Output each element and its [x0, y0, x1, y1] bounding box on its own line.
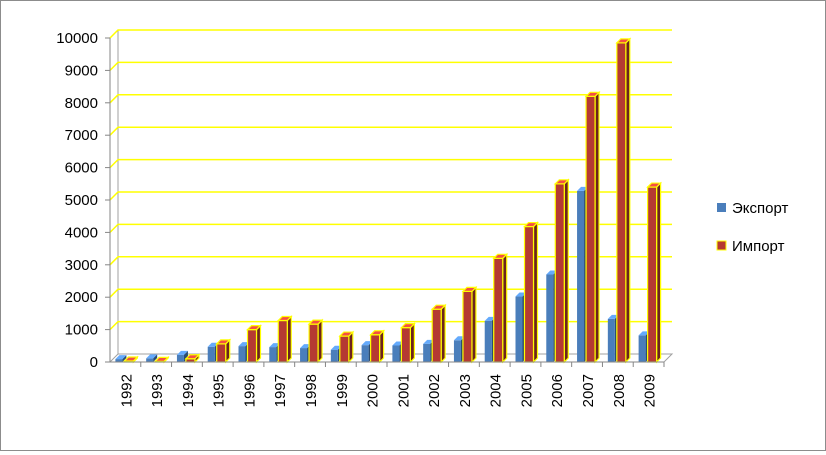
bar-import [246, 324, 262, 364]
x-tick-label: 1992 [118, 374, 135, 407]
gridline [109, 288, 672, 298]
y-tick-label: 10000 [56, 30, 98, 47]
y-tick-label: 3000 [65, 257, 98, 274]
y-tick-label: 5000 [65, 192, 98, 209]
gridline [109, 158, 672, 169]
legend-item: Экспорт [717, 200, 788, 217]
bar-import [492, 252, 509, 364]
bar-import [646, 181, 663, 364]
y-tick-label: 0 [90, 354, 98, 371]
legend-label: Экспорт [732, 200, 788, 217]
legend: Экспорт Импорт [716, 200, 788, 255]
x-tick-label: 2002 [426, 374, 443, 407]
bar-import [553, 178, 570, 364]
x-tick-label: 2006 [549, 374, 566, 407]
x-tick-label: 2000 [365, 374, 382, 407]
x-tick-label: 2007 [580, 374, 597, 407]
gridline [109, 61, 672, 71]
y-tick-label: 6000 [65, 160, 98, 177]
y-tick-label: 4000 [65, 224, 98, 241]
bar-import [615, 37, 632, 364]
x-tick-label: 1999 [334, 374, 351, 407]
gridline [109, 126, 672, 136]
bar-export [115, 355, 127, 362]
gridline [109, 94, 672, 104]
bar-import [276, 315, 293, 364]
bar-import [369, 329, 386, 364]
x-tick-label: 1995 [211, 374, 228, 407]
y-axis-tick-labels: 0 1000 2000 3000 4000 5000 6000 7000 8000 9000 100… [56, 30, 98, 371]
bar-import [430, 303, 447, 364]
x-tick-label: 2008 [611, 374, 628, 407]
x-tick-label: 1994 [180, 374, 197, 407]
x-tick-label: 1997 [272, 374, 289, 407]
y-tick-label: 9000 [65, 62, 98, 79]
bar-export [146, 354, 158, 362]
x-tick-label: 2009 [642, 374, 659, 407]
x-tick-label: 2005 [518, 374, 535, 407]
bars [115, 37, 663, 364]
legend-swatch [717, 203, 726, 212]
bar-import [338, 330, 355, 364]
bar-import [523, 221, 539, 364]
x-axis-tick-labels: 1992 1993 1994 1995 1996 1997 1998 1999 2000 2001… [118, 374, 658, 407]
x-tick-label: 1996 [241, 374, 258, 407]
legend-item: Импорт [716, 238, 785, 255]
x-tick-label: 1998 [303, 374, 320, 407]
gridline [109, 256, 672, 266]
y-tick-label: 1000 [65, 322, 98, 339]
y-tick-label: 8000 [65, 95, 98, 112]
y-tick-label: 7000 [65, 127, 98, 144]
bar-import [184, 353, 201, 364]
x-tick-label: 1993 [149, 374, 166, 407]
legend-label: Импорт [732, 238, 785, 255]
axes [105, 37, 665, 367]
gridline [109, 223, 672, 233]
bar-import [584, 90, 601, 364]
x-tick-label: 2001 [395, 374, 412, 407]
gridline [109, 29, 672, 39]
legend-swatch [716, 240, 727, 251]
gridline [109, 191, 672, 201]
bar-import [215, 338, 232, 364]
bar-import [399, 322, 416, 364]
y-tick-label: 2000 [65, 289, 98, 306]
x-tick-label: 2003 [457, 374, 474, 407]
x-tick-label: 2004 [488, 374, 505, 407]
bar-import [461, 285, 478, 364]
bar-import [307, 318, 324, 364]
gridlines [109, 29, 672, 331]
